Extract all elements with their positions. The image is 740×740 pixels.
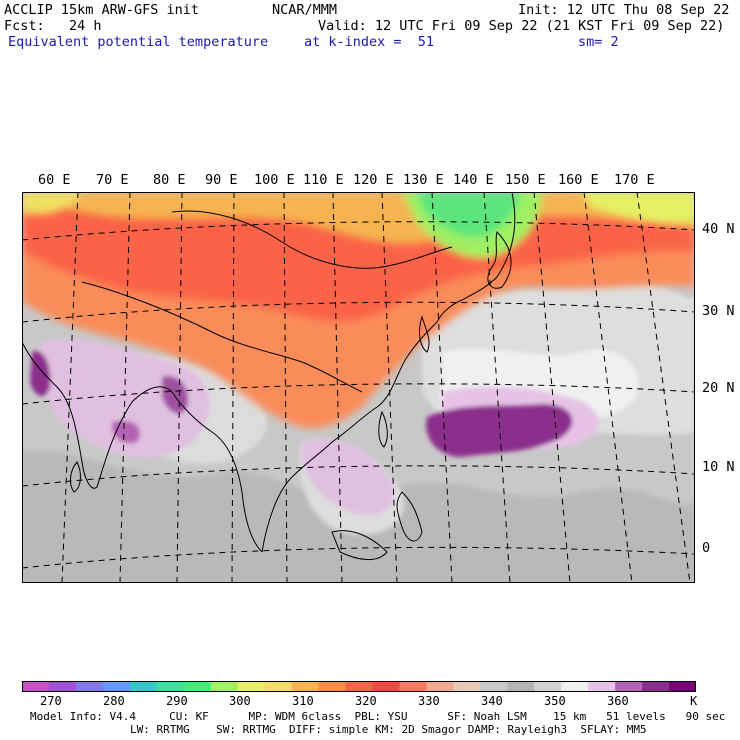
- colorbar-unit: K: [690, 694, 698, 708]
- colorbar-cell: [534, 681, 562, 692]
- theta-e-map: [22, 192, 695, 583]
- lon-label-170e: 170 E: [614, 172, 655, 188]
- graticule: [22, 192, 695, 583]
- colorbar-cell: [291, 681, 320, 692]
- colorbar-cell: [102, 681, 131, 692]
- colorbar-cell: [345, 681, 373, 692]
- colorbar-tick-360: 360: [607, 694, 629, 708]
- lon-label-60e: 60 E: [38, 172, 71, 188]
- colorbar-cell: [129, 681, 158, 692]
- lat-label-0: 0: [702, 540, 711, 556]
- colorbar-cell: [561, 681, 589, 692]
- colorbar: [22, 681, 696, 692]
- colorbar-cell: [48, 681, 77, 692]
- colorbar-cell: [372, 681, 400, 692]
- lon-label-160e: 160 E: [558, 172, 599, 188]
- forecast-hour: Fcst: 24 h: [4, 18, 102, 34]
- colorbar-cell: [75, 681, 104, 692]
- lat-label-40n: 40 N: [702, 221, 735, 237]
- colorbar-tick-290: 290: [166, 694, 188, 708]
- colorbar-cell: [22, 681, 50, 692]
- field-name: Equivalent potential temperature: [8, 34, 269, 50]
- lat-label-30n: 30 N: [702, 303, 735, 319]
- model-info-line: Model Info: V4.4 CU: KF MP: WDM 6class P…: [30, 710, 726, 723]
- colorbar-cell: [588, 681, 616, 692]
- coastlines: [22, 192, 516, 560]
- colorbar-frame: [22, 681, 696, 692]
- warm-band: [22, 192, 695, 429]
- colorbar-cell: [615, 681, 643, 692]
- valid-time: Valid: 12 UTC Fri 09 Sep 22 (21 KST Fri …: [318, 18, 725, 34]
- colorbar-cell: [669, 681, 696, 692]
- colorbar-cell: [183, 681, 212, 692]
- smoothing-label: sm= 2: [578, 34, 619, 50]
- lon-label-90e: 90 E: [205, 172, 238, 188]
- lon-label-100e: 100 E: [254, 172, 295, 188]
- colorbar-tick-300: 300: [229, 694, 251, 708]
- run-title: ACCLIP 15km ARW-GFS init: [4, 2, 200, 18]
- colorbar-cell: [642, 681, 670, 692]
- lon-label-140e: 140 E: [453, 172, 494, 188]
- colorbar-cell: [210, 681, 239, 692]
- lat-label-10n: 10 N: [702, 459, 735, 475]
- colorbar-tick-320: 320: [355, 694, 377, 708]
- lon-label-80e: 80 E: [153, 172, 186, 188]
- low-theta-e-patches: [30, 339, 600, 515]
- lon-label-120e: 120 E: [353, 172, 394, 188]
- organization-label: NCAR/MMM: [272, 2, 338, 18]
- map-frame: [22, 192, 695, 583]
- colorbar-cell: [264, 681, 293, 692]
- colorbar-tick-340: 340: [481, 694, 503, 708]
- level-label: at k-index = 51: [304, 34, 435, 50]
- colorbar-cell: [318, 681, 347, 692]
- lon-label-130e: 130 E: [403, 172, 444, 188]
- colorbar-cell: [156, 681, 185, 692]
- physics-info-line: LW: RRTMG SW: RRTMG DIFF: simple KM: 2D …: [130, 723, 647, 736]
- colorbar-cell: [399, 681, 427, 692]
- lon-label-150e: 150 E: [505, 172, 546, 188]
- colorbar-tick-330: 330: [418, 694, 440, 708]
- colorbar-cell: [237, 681, 266, 692]
- colorbar-cell: [453, 681, 481, 692]
- colorbar-tick-270: 270: [40, 694, 62, 708]
- colorbar-cell: [480, 681, 508, 692]
- colorbar-cell: [507, 681, 535, 692]
- colorbar-cell: [426, 681, 454, 692]
- colorbar-tick-350: 350: [544, 694, 566, 708]
- lon-label-110e: 110 E: [303, 172, 344, 188]
- lat-label-20n: 20 N: [702, 380, 735, 396]
- colorbar-tick-310: 310: [292, 694, 314, 708]
- lon-label-70e: 70 E: [96, 172, 129, 188]
- init-time: Init: 12 UTC Thu 08 Sep 22: [518, 2, 730, 18]
- colorbar-tick-280: 280: [103, 694, 125, 708]
